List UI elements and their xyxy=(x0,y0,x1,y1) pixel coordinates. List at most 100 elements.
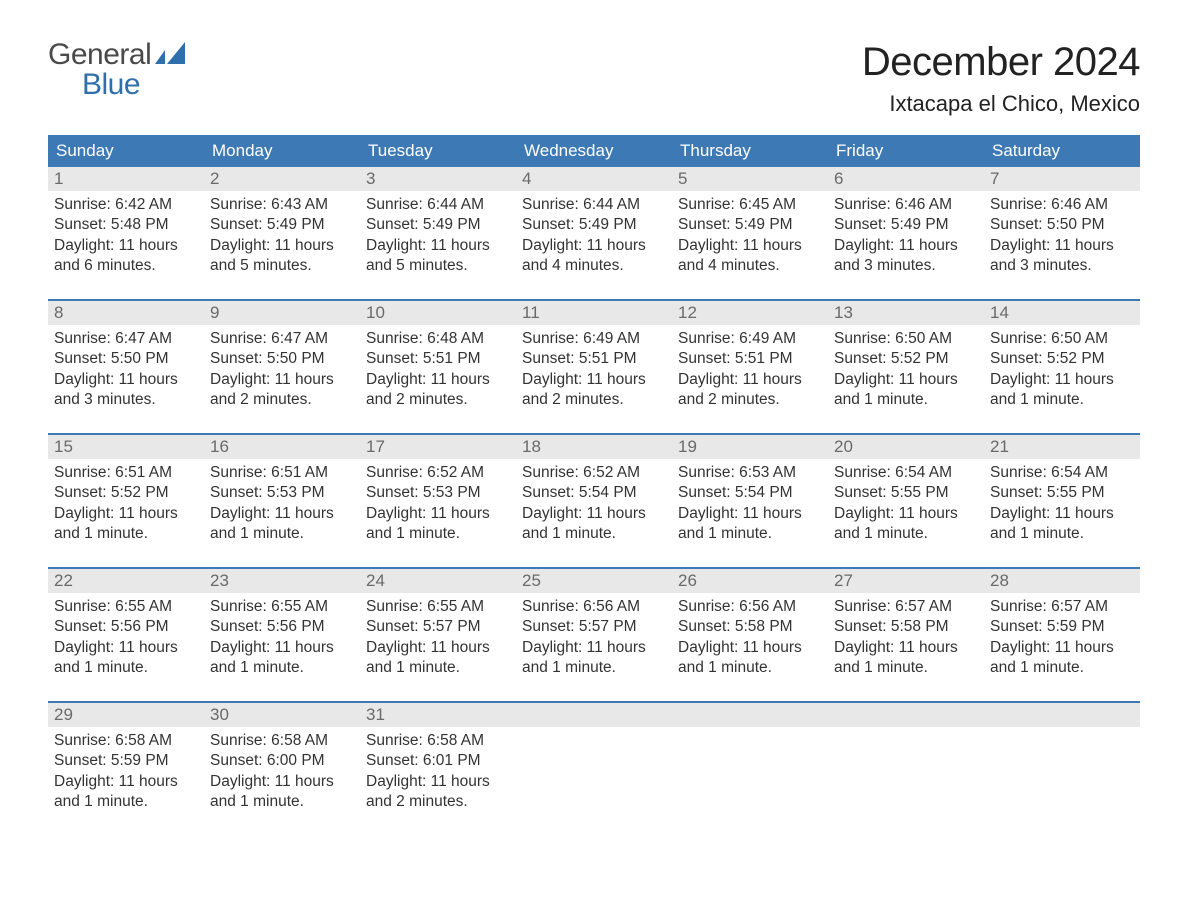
day-details: Sunrise: 6:53 AMSunset: 5:54 PMDaylight:… xyxy=(672,459,828,545)
day-details: Sunrise: 6:45 AMSunset: 5:49 PMDaylight:… xyxy=(672,191,828,277)
day-details: Sunrise: 6:56 AMSunset: 5:57 PMDaylight:… xyxy=(516,593,672,679)
day-number: 26 xyxy=(672,569,828,593)
day-details: Sunrise: 6:46 AMSunset: 5:50 PMDaylight:… xyxy=(984,191,1140,277)
calendar-cell: 12Sunrise: 6:49 AMSunset: 5:51 PMDayligh… xyxy=(672,301,828,433)
sunset-line: Sunset: 5:58 PM xyxy=(834,617,978,637)
month-title: December 2024 xyxy=(862,40,1140,85)
day-number-empty xyxy=(984,703,1140,727)
day-number: 17 xyxy=(360,435,516,459)
day-number: 27 xyxy=(828,569,984,593)
sunset-line: Sunset: 5:52 PM xyxy=(54,483,198,503)
day-number: 25 xyxy=(516,569,672,593)
day-number: 16 xyxy=(204,435,360,459)
calendar-head: SundayMondayTuesdayWednesdayThursdayFrid… xyxy=(48,135,1140,167)
sunset-line: Sunset: 5:54 PM xyxy=(522,483,666,503)
calendar-cell: 23Sunrise: 6:55 AMSunset: 5:56 PMDayligh… xyxy=(204,569,360,701)
day-number-empty xyxy=(516,703,672,727)
day-details: Sunrise: 6:58 AMSunset: 6:01 PMDaylight:… xyxy=(360,727,516,813)
day-number: 23 xyxy=(204,569,360,593)
calendar-cell: 28Sunrise: 6:57 AMSunset: 5:59 PMDayligh… xyxy=(984,569,1140,701)
day-details: Sunrise: 6:56 AMSunset: 5:58 PMDaylight:… xyxy=(672,593,828,679)
calendar-cell: 5Sunrise: 6:45 AMSunset: 5:49 PMDaylight… xyxy=(672,167,828,299)
sunrise-line: Sunrise: 6:56 AM xyxy=(522,597,666,617)
sunrise-line: Sunrise: 6:42 AM xyxy=(54,195,198,215)
calendar-cell: 10Sunrise: 6:48 AMSunset: 5:51 PMDayligh… xyxy=(360,301,516,433)
calendar-week: 1Sunrise: 6:42 AMSunset: 5:48 PMDaylight… xyxy=(48,167,1140,299)
day-number: 28 xyxy=(984,569,1140,593)
calendar-cell: 31Sunrise: 6:58 AMSunset: 6:01 PMDayligh… xyxy=(360,703,516,835)
title-block: December 2024 Ixtacapa el Chico, Mexico xyxy=(862,40,1140,117)
sunset-line: Sunset: 5:57 PM xyxy=(366,617,510,637)
calendar-cell: 26Sunrise: 6:56 AMSunset: 5:58 PMDayligh… xyxy=(672,569,828,701)
daylight-line: Daylight: 11 hours and 1 minute. xyxy=(834,638,978,679)
flag-icon xyxy=(155,40,185,70)
day-number: 10 xyxy=(360,301,516,325)
day-details: Sunrise: 6:51 AMSunset: 5:52 PMDaylight:… xyxy=(48,459,204,545)
daylight-line: Daylight: 11 hours and 1 minute. xyxy=(834,504,978,545)
sunrise-line: Sunrise: 6:52 AM xyxy=(522,463,666,483)
day-number: 1 xyxy=(48,167,204,191)
calendar-cell: 6Sunrise: 6:46 AMSunset: 5:49 PMDaylight… xyxy=(828,167,984,299)
daylight-line: Daylight: 11 hours and 5 minutes. xyxy=(366,236,510,277)
sunset-line: Sunset: 5:50 PM xyxy=(210,349,354,369)
daylight-line: Daylight: 11 hours and 1 minute. xyxy=(990,504,1134,545)
calendar-cell: 30Sunrise: 6:58 AMSunset: 6:00 PMDayligh… xyxy=(204,703,360,835)
day-number: 29 xyxy=(48,703,204,727)
daylight-line: Daylight: 11 hours and 6 minutes. xyxy=(54,236,198,277)
sunrise-line: Sunrise: 6:50 AM xyxy=(834,329,978,349)
calendar-cell: 14Sunrise: 6:50 AMSunset: 5:52 PMDayligh… xyxy=(984,301,1140,433)
sunrise-line: Sunrise: 6:55 AM xyxy=(366,597,510,617)
brand-word-1: General xyxy=(48,40,151,70)
day-number: 30 xyxy=(204,703,360,727)
day-details: Sunrise: 6:55 AMSunset: 5:56 PMDaylight:… xyxy=(204,593,360,679)
sunset-line: Sunset: 5:59 PM xyxy=(54,751,198,771)
calendar-cell xyxy=(828,703,984,835)
daylight-line: Daylight: 11 hours and 1 minute. xyxy=(522,638,666,679)
daylight-line: Daylight: 11 hours and 2 minutes. xyxy=(522,370,666,411)
calendar-cell: 17Sunrise: 6:52 AMSunset: 5:53 PMDayligh… xyxy=(360,435,516,567)
sunrise-line: Sunrise: 6:54 AM xyxy=(990,463,1134,483)
daylight-line: Daylight: 11 hours and 2 minutes. xyxy=(678,370,822,411)
sunset-line: Sunset: 5:49 PM xyxy=(366,215,510,235)
brand-logo: General Blue xyxy=(48,40,185,100)
day-number: 9 xyxy=(204,301,360,325)
day-number: 14 xyxy=(984,301,1140,325)
sunrise-line: Sunrise: 6:58 AM xyxy=(366,731,510,751)
sunset-line: Sunset: 5:53 PM xyxy=(210,483,354,503)
day-details: Sunrise: 6:50 AMSunset: 5:52 PMDaylight:… xyxy=(828,325,984,411)
brand-word-2: Blue xyxy=(48,70,185,100)
calendar-cell: 4Sunrise: 6:44 AMSunset: 5:49 PMDaylight… xyxy=(516,167,672,299)
day-header: Saturday xyxy=(984,135,1140,167)
day-details: Sunrise: 6:55 AMSunset: 5:57 PMDaylight:… xyxy=(360,593,516,679)
day-details: Sunrise: 6:52 AMSunset: 5:54 PMDaylight:… xyxy=(516,459,672,545)
sunset-line: Sunset: 5:53 PM xyxy=(366,483,510,503)
sunrise-line: Sunrise: 6:47 AM xyxy=(210,329,354,349)
calendar-cell: 11Sunrise: 6:49 AMSunset: 5:51 PMDayligh… xyxy=(516,301,672,433)
day-details: Sunrise: 6:57 AMSunset: 5:58 PMDaylight:… xyxy=(828,593,984,679)
sunrise-line: Sunrise: 6:56 AM xyxy=(678,597,822,617)
day-header: Monday xyxy=(204,135,360,167)
sunset-line: Sunset: 5:51 PM xyxy=(522,349,666,369)
day-details: Sunrise: 6:46 AMSunset: 5:49 PMDaylight:… xyxy=(828,191,984,277)
day-number: 22 xyxy=(48,569,204,593)
daylight-line: Daylight: 11 hours and 1 minute. xyxy=(678,638,822,679)
day-number: 5 xyxy=(672,167,828,191)
calendar-cell: 24Sunrise: 6:55 AMSunset: 5:57 PMDayligh… xyxy=(360,569,516,701)
day-details: Sunrise: 6:54 AMSunset: 5:55 PMDaylight:… xyxy=(984,459,1140,545)
calendar-cell: 22Sunrise: 6:55 AMSunset: 5:56 PMDayligh… xyxy=(48,569,204,701)
daylight-line: Daylight: 11 hours and 3 minutes. xyxy=(834,236,978,277)
sunset-line: Sunset: 5:59 PM xyxy=(990,617,1134,637)
day-number: 8 xyxy=(48,301,204,325)
daylight-line: Daylight: 11 hours and 1 minute. xyxy=(834,370,978,411)
day-details: Sunrise: 6:48 AMSunset: 5:51 PMDaylight:… xyxy=(360,325,516,411)
calendar-cell: 16Sunrise: 6:51 AMSunset: 5:53 PMDayligh… xyxy=(204,435,360,567)
sunset-line: Sunset: 5:51 PM xyxy=(678,349,822,369)
sunrise-line: Sunrise: 6:52 AM xyxy=(366,463,510,483)
day-details: Sunrise: 6:44 AMSunset: 5:49 PMDaylight:… xyxy=(516,191,672,277)
daylight-line: Daylight: 11 hours and 3 minutes. xyxy=(990,236,1134,277)
daylight-line: Daylight: 11 hours and 1 minute. xyxy=(990,370,1134,411)
sunset-line: Sunset: 5:52 PM xyxy=(990,349,1134,369)
sunset-line: Sunset: 5:58 PM xyxy=(678,617,822,637)
calendar-cell: 20Sunrise: 6:54 AMSunset: 5:55 PMDayligh… xyxy=(828,435,984,567)
sunrise-line: Sunrise: 6:45 AM xyxy=(678,195,822,215)
